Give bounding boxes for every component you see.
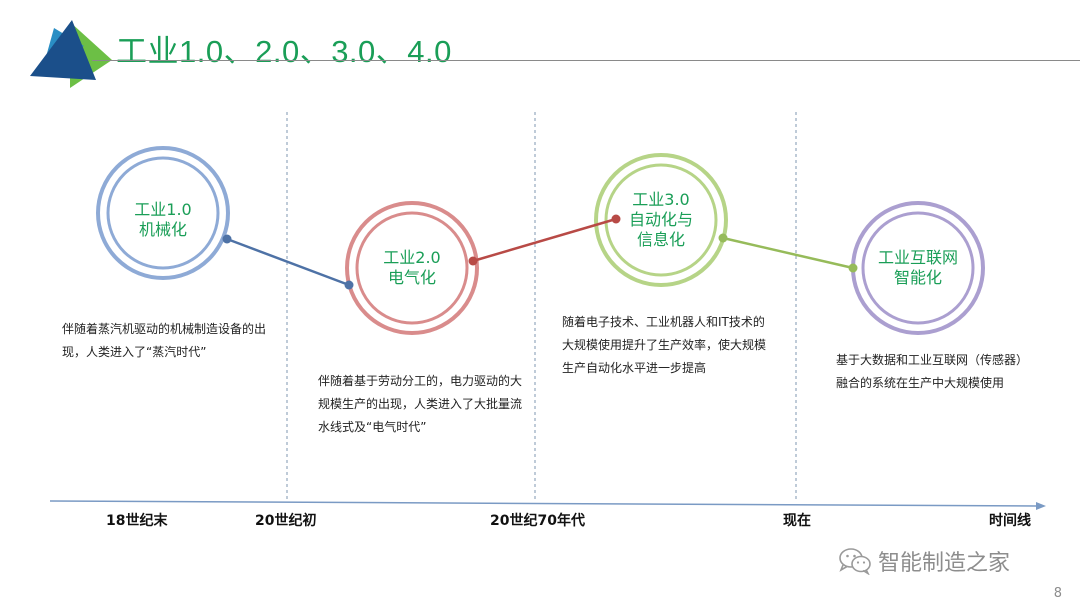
stage-2-name: 工业2.0: [383, 248, 441, 267]
stage-circle-1: [96, 146, 230, 280]
stage-3-name: 工业3.0: [632, 190, 690, 209]
stage-label-2: 工业2.0 电气化: [362, 248, 462, 288]
stage-4-name: 工业互联网: [877, 248, 958, 267]
stage-1-name: 工业1.0: [134, 200, 192, 219]
connector-1: [226, 237, 350, 287]
stage-1-description: 伴随着蒸汽机驱动的机械制造设备的出现，人类进入了“蒸汽时代”: [62, 322, 267, 359]
timeline-axis: [49, 500, 1037, 507]
era-label-early-20th-century: 20世纪初: [255, 513, 317, 529]
era-label-1970s: 20世纪70年代: [490, 513, 585, 529]
connector-1-start-dot: [222, 234, 232, 244]
stage-3-theme-2: 信息化: [636, 230, 685, 249]
page-number: 8: [1053, 586, 1062, 601]
connector-3-start-dot: [718, 233, 728, 243]
timeline-arrow-icon: [1036, 502, 1046, 510]
stage-label-1: 工业1.0 机械化: [113, 200, 213, 240]
stage-3-theme-1: 自动化与: [628, 210, 693, 229]
stage-2-description: 伴随着基于劳动分工的，电力驱动的大规模生产的出现，人类进入了大批量流水线式及“电…: [318, 374, 523, 434]
page-title: 工业1.0、2.0、3.0、4.0: [116, 34, 452, 69]
era-label-now: 现在: [783, 513, 811, 529]
connector-2: [472, 217, 617, 263]
watermark: 智能制造之家: [838, 545, 1010, 577]
watermark-text: 智能制造之家: [878, 551, 1011, 576]
stage-circle-3: [594, 153, 728, 287]
connector-2-end-dot: [611, 214, 621, 224]
stage-1-theme: 机械化: [138, 220, 187, 239]
stage-4-description: 基于大数据和工业互联网（传感器）融合的系统在生产中大规模使用: [836, 353, 1029, 390]
stage-3-description: 随着电子技术、工业机器人和IT技术的大规模使用提升了生产效率，使大规模生产自动化…: [562, 315, 767, 375]
connector-2-start-dot: [468, 256, 478, 266]
stage-circle-2: [345, 201, 479, 335]
title-divider: [92, 60, 1080, 61]
connector-3: [722, 236, 854, 270]
stage-4-theme: 智能化: [893, 268, 942, 287]
connector-3-end-dot: [848, 263, 858, 273]
era-label-18th-century: 18世纪末: [106, 513, 168, 529]
connector-1-end-dot: [344, 280, 354, 290]
timeline-axis-label: 时间线: [989, 513, 1031, 529]
stage-2-theme: 电气化: [387, 268, 436, 287]
stage-label-3: 工业3.0 自动化与 信息化: [611, 190, 711, 250]
stage-label-4: 工业互联网 智能化: [863, 248, 973, 288]
triangle-logo-icon: [30, 20, 112, 88]
wechat-icon: [839, 548, 871, 575]
